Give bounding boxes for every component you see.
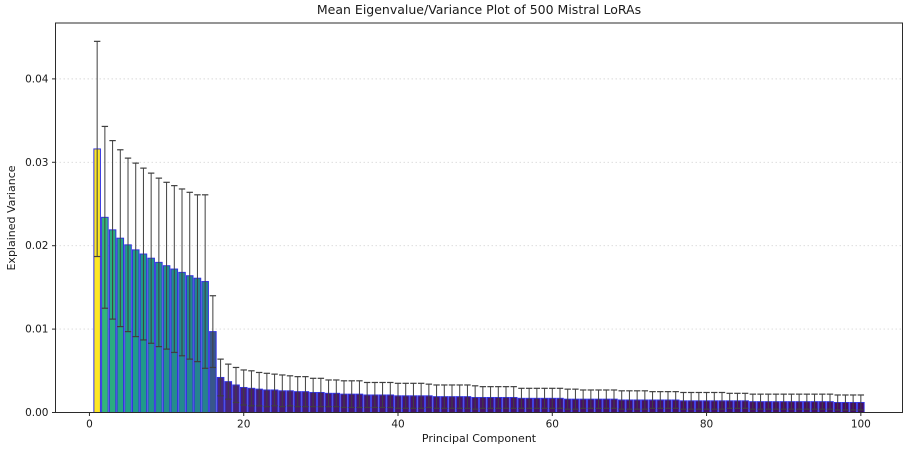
- x-tick-80: 80: [700, 419, 713, 431]
- y-axis-label: Explained Variance: [5, 165, 18, 270]
- y-tick-0.03: 0.03: [25, 157, 48, 169]
- y-tick-0.04: 0.04: [25, 73, 49, 85]
- y-tick-0.00: 0.00: [25, 407, 48, 419]
- y-tick-0.02: 0.02: [25, 240, 48, 252]
- x-tick-40: 40: [391, 419, 404, 431]
- x-axis-label: Principal Component: [422, 432, 537, 445]
- x-tick-60: 60: [546, 419, 559, 431]
- axis-ticks: [52, 78, 862, 416]
- x-tick-0: 0: [86, 419, 93, 431]
- x-tick-100: 100: [851, 419, 871, 431]
- x-tick-20: 20: [237, 419, 250, 431]
- tick-labels: 0 20 40 60 80 100 0.00 0.01 0.02 0.03 0.04: [25, 73, 871, 430]
- y-tick-0.01: 0.01: [25, 324, 48, 336]
- chart-title: Mean Eigenvalue/Variance Plot of 500 Mis…: [317, 2, 641, 17]
- plot-frame: [55, 22, 903, 413]
- error-bars: [93, 40, 865, 411]
